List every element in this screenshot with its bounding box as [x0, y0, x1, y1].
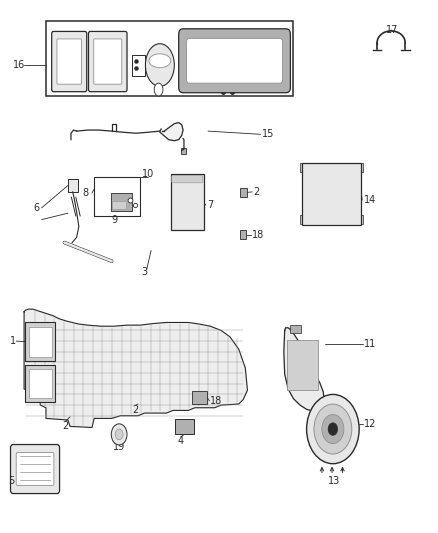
Text: 18: 18 — [210, 396, 223, 406]
Text: 13: 13 — [328, 476, 340, 486]
Bar — [25, 365, 55, 402]
FancyBboxPatch shape — [88, 31, 127, 92]
Text: 2: 2 — [63, 422, 69, 431]
Text: 2: 2 — [133, 406, 139, 415]
Bar — [300, 215, 308, 224]
Bar — [240, 188, 247, 197]
Bar — [181, 148, 186, 154]
Text: 3: 3 — [141, 267, 148, 277]
Bar — [287, 340, 318, 390]
Text: 7: 7 — [207, 200, 213, 210]
Ellipse shape — [145, 44, 174, 86]
Text: 9: 9 — [112, 215, 118, 225]
Text: 10: 10 — [142, 169, 154, 179]
Bar — [29, 369, 52, 398]
FancyBboxPatch shape — [57, 39, 81, 84]
Ellipse shape — [314, 404, 352, 454]
Text: 14: 14 — [364, 195, 376, 205]
Text: 5: 5 — [8, 476, 14, 486]
Bar — [355, 215, 363, 224]
Polygon shape — [284, 328, 324, 411]
Bar — [29, 327, 52, 357]
Ellipse shape — [149, 54, 171, 68]
Bar — [240, 230, 246, 239]
Ellipse shape — [154, 83, 163, 96]
Ellipse shape — [115, 429, 123, 440]
FancyBboxPatch shape — [94, 39, 122, 84]
Polygon shape — [24, 309, 247, 427]
Bar — [68, 179, 78, 192]
Text: 6: 6 — [33, 203, 39, 213]
Bar — [25, 322, 55, 361]
FancyBboxPatch shape — [52, 31, 87, 92]
Text: 17: 17 — [386, 26, 399, 35]
Bar — [300, 163, 308, 172]
Text: 16: 16 — [13, 60, 25, 70]
FancyBboxPatch shape — [172, 175, 203, 183]
Bar — [112, 201, 126, 209]
Bar — [192, 391, 207, 404]
FancyBboxPatch shape — [187, 38, 283, 83]
FancyBboxPatch shape — [16, 453, 54, 486]
Bar — [46, 21, 293, 96]
Text: 2: 2 — [253, 187, 259, 197]
Bar — [302, 163, 361, 225]
Text: 4: 4 — [177, 437, 184, 446]
Bar — [94, 177, 140, 216]
Bar — [171, 174, 204, 230]
Bar — [132, 55, 145, 76]
Bar — [355, 163, 363, 172]
Text: 15: 15 — [262, 130, 274, 139]
Ellipse shape — [111, 424, 127, 445]
FancyBboxPatch shape — [179, 29, 290, 93]
Polygon shape — [160, 123, 183, 141]
Ellipse shape — [322, 415, 344, 443]
Text: 18: 18 — [252, 230, 265, 239]
Bar — [175, 419, 194, 434]
FancyBboxPatch shape — [11, 445, 60, 494]
Text: 8: 8 — [82, 188, 88, 198]
Text: 1: 1 — [10, 336, 16, 346]
Bar — [111, 193, 132, 211]
Text: 11: 11 — [364, 339, 377, 349]
Ellipse shape — [307, 394, 359, 464]
Bar — [290, 325, 301, 333]
Ellipse shape — [328, 423, 338, 435]
Text: 19: 19 — [113, 442, 125, 451]
Text: 12: 12 — [364, 419, 377, 429]
